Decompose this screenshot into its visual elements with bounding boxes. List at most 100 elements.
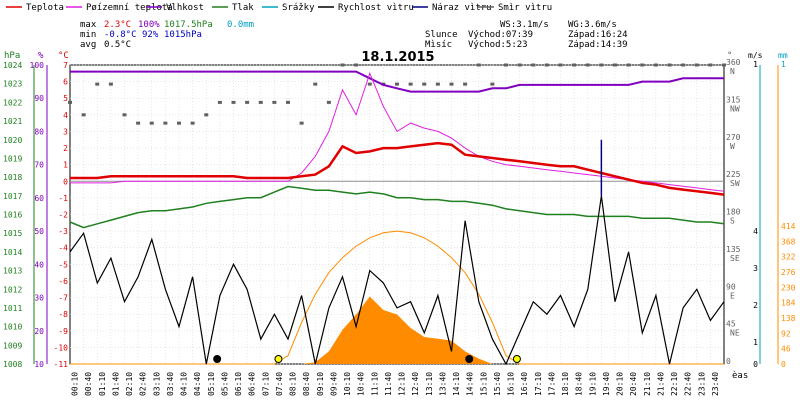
ground-temperature-line: [70, 71, 725, 192]
time-tick-label: 07:10: [261, 372, 270, 396]
stats-max-hum: 100%: [138, 20, 160, 30]
time-tick-label: 02:40: [139, 372, 148, 396]
deg-tick-label: 225: [726, 170, 741, 179]
radiation-tick-label: 230: [781, 283, 796, 292]
mm-axis-label: mm: [778, 51, 788, 60]
temp-tick-label: 0: [63, 177, 68, 186]
chart-title: 18.1.2015: [361, 50, 434, 65]
time-tick-label: 09:10: [316, 372, 325, 396]
legend-label: Náraz vìtru: [432, 3, 492, 13]
time-tick-label: 13:40: [438, 372, 447, 396]
hpa-tick-label: 1015: [3, 229, 22, 238]
wind-direction-point: [626, 63, 631, 67]
moon-set-info: Západ:14:39: [568, 40, 628, 50]
legend-item-2: Vlhkost: [146, 3, 204, 13]
wind-direction-point: [572, 63, 577, 67]
wind-direction-point: [694, 63, 699, 67]
time-tick-label: 15:10: [479, 372, 488, 396]
axes: 1024102310221021102010191018101710161015…: [3, 58, 796, 396]
stats-max-temp: 2.3°C: [104, 20, 131, 30]
temp-tick-label: 3: [63, 127, 68, 136]
solar-radiation-area: [70, 296, 724, 364]
pct-tick-label: 60: [34, 194, 44, 203]
time-tick-label: 04:10: [180, 372, 189, 396]
time-tick-label: 11:10: [370, 372, 379, 396]
radiation-tick-label: 276: [781, 268, 796, 277]
wind-direction-point: [435, 82, 440, 86]
wind-direction-point: [653, 63, 658, 67]
time-tick-label: 06:10: [234, 372, 243, 396]
moon-rise-info: Východ:5:23: [468, 40, 528, 50]
wind-speed-line: [69, 195, 725, 366]
deg-tick-label: 315: [726, 95, 741, 104]
temp-tick-label: -9: [58, 327, 68, 336]
radiation-tick-label: 138: [781, 314, 796, 323]
time-tick-label: 03:40: [166, 372, 175, 396]
ms-tick-label: 2: [753, 301, 758, 310]
wind-direction-point: [667, 63, 672, 67]
legend-label: Vlhkost: [166, 3, 204, 13]
legend-item-5: Rychlost vìtru: [318, 3, 414, 13]
wind-direction-point: [258, 100, 263, 104]
radiation-tick-label: 46: [781, 345, 791, 354]
wind-direction-point: [422, 82, 427, 86]
wind-direction-point: [81, 113, 86, 117]
temp-tick-label: -5: [58, 260, 68, 269]
radiation-tick-label: 0: [781, 360, 786, 369]
wind-direction-point: [136, 121, 141, 125]
wind-direction-point: [544, 63, 549, 67]
temp-tick-label: -10: [54, 343, 69, 352]
wind-direction-point: [340, 63, 345, 67]
temp-tick-label: -11: [54, 360, 69, 369]
sun-set-info: Západ:16:24: [568, 30, 628, 40]
hpa-axis-label: hPa: [4, 51, 20, 61]
wind-direction-point: [231, 100, 236, 104]
deg-tick-label: 180: [726, 208, 741, 217]
wind-direction-point: [585, 63, 590, 67]
wind-direction-point: [463, 82, 468, 86]
pct-tick-label: 90: [34, 94, 44, 103]
time-tick-label: 05:10: [207, 372, 216, 396]
sunset-marker: [512, 355, 521, 363]
wind-direction-point: [613, 63, 617, 67]
temperature-line: [70, 141, 725, 196]
time-tick-label: 10:40: [357, 372, 366, 396]
wind-direction-point: [449, 82, 454, 86]
legend-label: Rychlost vìtru: [338, 3, 414, 13]
sun-path-line: [70, 230, 724, 365]
legend-item-7: Smìr vìtru: [478, 3, 552, 13]
dir-tick-label: NW: [730, 104, 740, 113]
ms-tick-label: 1: [753, 60, 758, 69]
wind-direction-point: [708, 63, 713, 67]
time-tick-label: 19:40: [602, 372, 611, 396]
temp-tick-label: -7: [58, 294, 68, 303]
wind-direction-point: [531, 63, 536, 67]
legend-item-6: Náraz vìtru: [412, 3, 492, 13]
time-tick-label: 16:10: [507, 372, 516, 396]
time-tick-label: 02:10: [125, 372, 134, 396]
wind-gust-info: WG:3.6m/s: [568, 20, 617, 30]
dir-tick-label: E: [730, 291, 735, 300]
time-axis-label: èas: [732, 370, 748, 381]
deg-tick-label: 135: [726, 245, 741, 254]
wind-direction-point: [681, 63, 686, 67]
stats-avg-label: avg: [80, 40, 96, 50]
legend-label: Smìr vìtru: [498, 3, 552, 13]
wind-direction-point: [408, 82, 413, 86]
moon-label: Mìsíc: [425, 40, 452, 50]
dir-tick-label: S: [730, 217, 735, 226]
wind-direction-point: [517, 63, 522, 67]
dir-tick-label: SE: [730, 254, 740, 263]
humidity-line: [70, 70, 724, 93]
wind-direction-point: [326, 100, 331, 104]
time-tick-label: 04:40: [193, 372, 202, 396]
time-tick-label: 22:40: [684, 372, 693, 396]
pressure-line: [69, 185, 725, 229]
temp-tick-label: 2: [63, 144, 68, 153]
temp-axis-label: °C: [58, 51, 69, 61]
radiation-tick-label: 368: [781, 237, 796, 246]
temp-tick-label: 5: [63, 94, 68, 103]
time-tick-label: 20:40: [629, 372, 638, 396]
wind-direction-point: [299, 121, 304, 125]
pct-tick-label: 10: [34, 360, 44, 369]
